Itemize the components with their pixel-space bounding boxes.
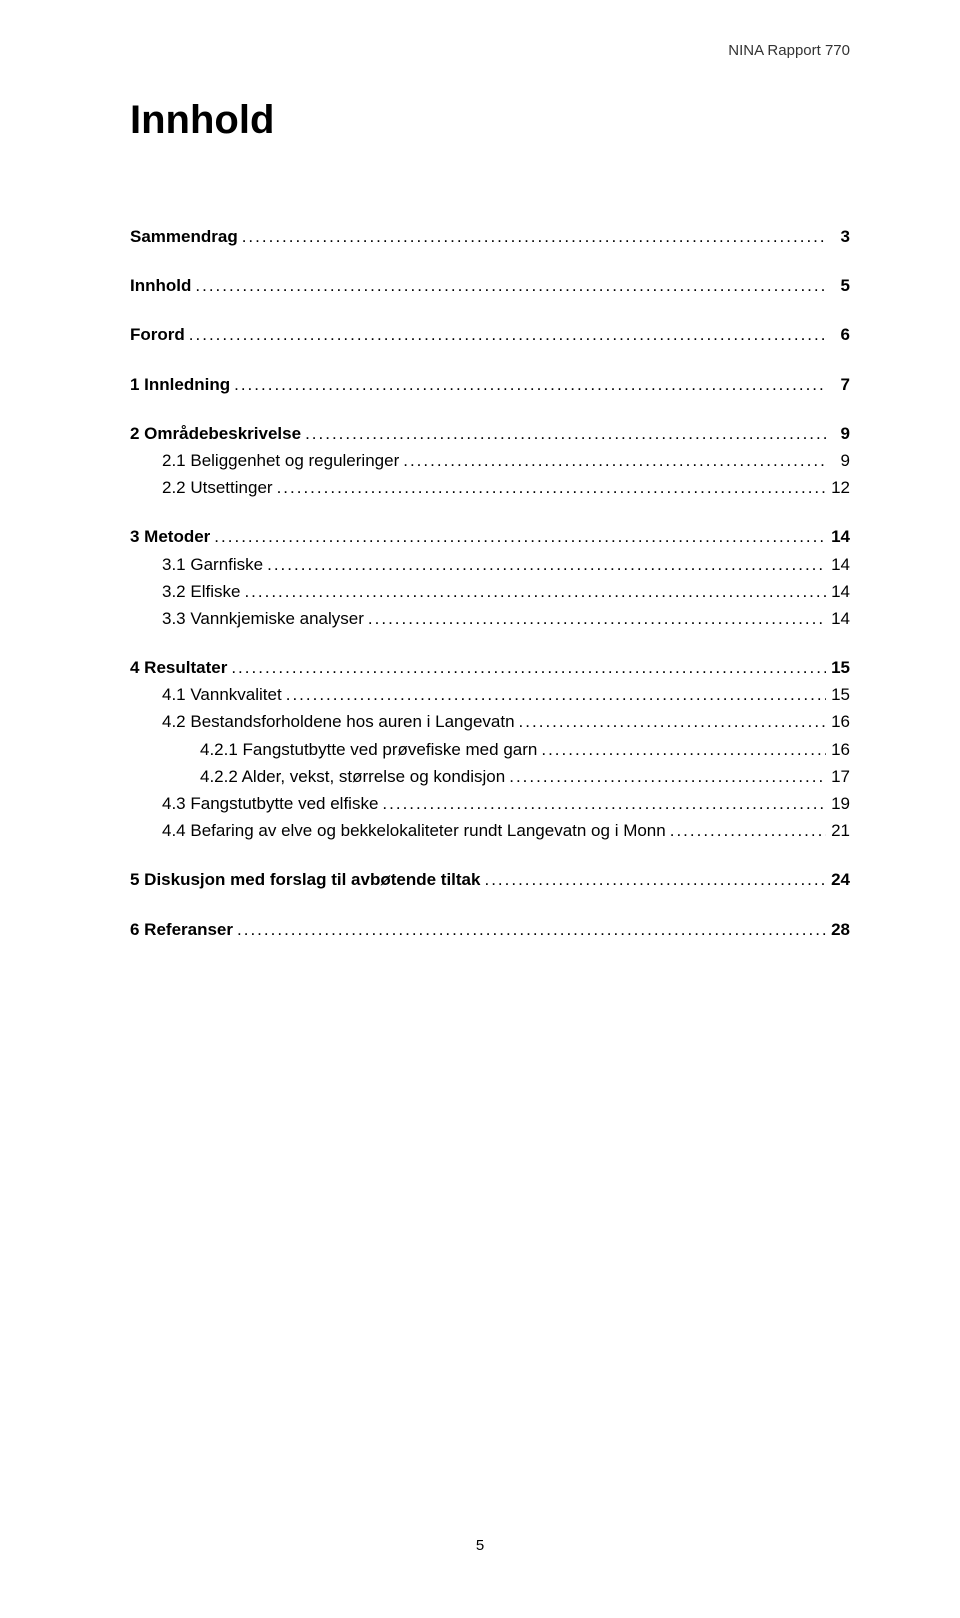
toc-label: 4.2.1 Fangstutbytte ved prøvefiske med g… [200,736,537,763]
toc-label: 2 Områdebeskrivelse [130,420,301,447]
page: NINA Rapport 770 Innhold Sammendrag 3 Innh… [0,0,960,1618]
toc-gap [130,501,850,523]
toc-page-number: 6 [826,321,850,348]
toc-gap [130,299,850,321]
toc-row[interactable]: 4 Resultater 15 [130,654,850,681]
toc-label: 3 Metoder [130,523,210,550]
toc-page-number: 28 [826,916,850,943]
toc-label: 4.4 Befaring av elve og bekkelokaliteter… [162,817,666,844]
toc-dots [537,736,826,763]
toc-label: Forord [130,321,185,348]
toc-row[interactable]: 4.3 Fangstutbytte ved elfiske 19 [130,790,850,817]
toc-row[interactable]: 3.2 Elfiske 14 [130,578,850,605]
toc-dots [282,681,826,708]
toc-row[interactable]: 5 Diskusjon med forslag til avbøtende ti… [130,866,850,893]
toc-label: Innhold [130,272,191,299]
toc-gap [130,894,850,916]
toc-row[interactable]: 3.1 Garnfiske 14 [130,551,850,578]
toc-page-number: 5 [826,272,850,299]
toc-label: 1 Innledning [130,371,230,398]
toc-dots [233,916,826,943]
toc-page-number: 9 [826,447,850,474]
toc-row[interactable]: 3.3 Vannkjemiske analyser 14 [130,605,850,632]
toc-page-number: 15 [826,654,850,681]
toc-row[interactable]: Sammendrag 3 [130,223,850,250]
toc-dots [191,272,826,299]
toc-page-number: 21 [826,817,850,844]
toc-gap [130,398,850,420]
toc-dots [364,605,826,632]
toc-page-number: 15 [826,681,850,708]
toc-row[interactable]: 3 Metoder 14 [130,523,850,550]
table-of-contents: Sammendrag 3 Innhold 5 Forord 6 1 Innledning 7 2… [130,223,850,943]
toc-row[interactable]: Forord 6 [130,321,850,348]
toc-dots [238,223,826,250]
toc-label: 3.1 Garnfiske [162,551,263,578]
toc-dots [263,551,826,578]
toc-label: 4.3 Fangstutbytte ved elfiske [162,790,378,817]
toc-page-number: 14 [826,578,850,605]
toc-dots [240,578,826,605]
toc-page-number: 16 [826,736,850,763]
toc-gap [130,349,850,371]
page-number: 5 [0,1537,960,1554]
toc-label: 4 Resultater [130,654,227,681]
toc-row[interactable]: Innhold 5 [130,272,850,299]
toc-gap [130,250,850,272]
toc-dots [230,371,826,398]
toc-dots [273,474,826,501]
toc-row[interactable]: 1 Innledning 7 [130,371,850,398]
toc-page-number: 3 [826,223,850,250]
toc-row[interactable]: 4.4 Befaring av elve og bekkelokaliteter… [130,817,850,844]
page-title: Innhold [130,98,850,143]
toc-dots [666,817,826,844]
toc-row[interactable]: 6 Referanser 28 [130,916,850,943]
toc-dots [480,866,826,893]
toc-dots [505,763,826,790]
toc-page-number: 14 [826,605,850,632]
toc-page-number: 9 [826,420,850,447]
toc-row[interactable]: 4.2 Bestandsforholdene hos auren i Lange… [130,708,850,735]
toc-gap [130,632,850,654]
toc-page-number: 12 [826,474,850,501]
toc-row[interactable]: 4.2.1 Fangstutbytte ved prøvefiske med g… [130,736,850,763]
toc-label: 2.1 Beliggenhet og reguleringer [162,447,399,474]
toc-row[interactable]: 4.1 Vannkvalitet 15 [130,681,850,708]
toc-label: 2.2 Utsettinger [162,474,273,501]
toc-row[interactable]: 2.2 Utsettinger 12 [130,474,850,501]
toc-label: 3.2 Elfiske [162,578,240,605]
toc-label: 4.2.2 Alder, vekst, størrelse og kondisj… [200,763,505,790]
toc-label: 6 Referanser [130,916,233,943]
toc-page-number: 14 [826,523,850,550]
toc-label: 5 Diskusjon med forslag til avbøtende ti… [130,866,480,893]
toc-page-number: 16 [826,708,850,735]
toc-dots [210,523,826,550]
toc-dots [227,654,826,681]
toc-row[interactable]: 2 Områdebeskrivelse 9 [130,420,850,447]
toc-page-number: 19 [826,790,850,817]
toc-dots [185,321,826,348]
toc-row[interactable]: 2.1 Beliggenhet og reguleringer 9 [130,447,850,474]
toc-label: 3.3 Vannkjemiske analyser [162,605,364,632]
toc-page-number: 24 [826,866,850,893]
toc-label: 4.1 Vannkvalitet [162,681,282,708]
toc-label: Sammendrag [130,223,238,250]
toc-label: 4.2 Bestandsforholdene hos auren i Lange… [162,708,515,735]
toc-page-number: 14 [826,551,850,578]
toc-page-number: 17 [826,763,850,790]
report-header: NINA Rapport 770 [728,42,850,59]
toc-page-number: 7 [826,371,850,398]
toc-dots [378,790,826,817]
toc-row[interactable]: 4.2.2 Alder, vekst, størrelse og kondisj… [130,763,850,790]
toc-dots [301,420,826,447]
toc-gap [130,844,850,866]
toc-dots [399,447,826,474]
toc-dots [515,708,826,735]
